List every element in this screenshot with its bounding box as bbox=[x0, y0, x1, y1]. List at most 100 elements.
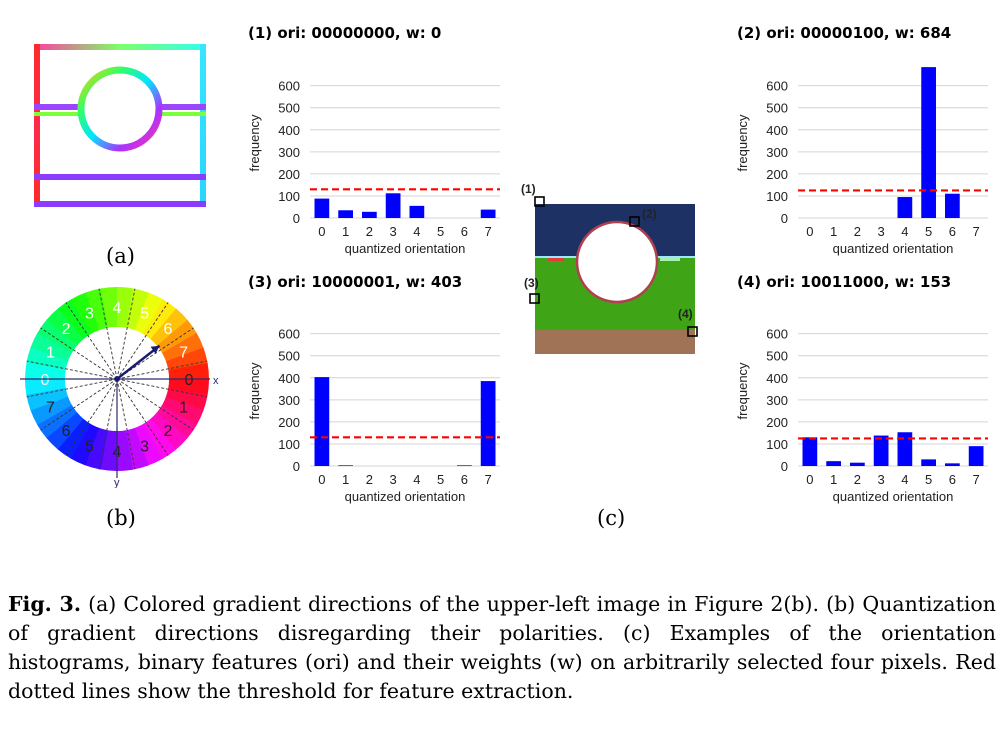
y-axis-label: frequency bbox=[247, 114, 262, 172]
x-axis-label: quantized orientation bbox=[345, 241, 466, 256]
bar-4 bbox=[897, 197, 913, 218]
x-tick-label: 6 bbox=[461, 472, 468, 487]
wheel-segment bbox=[168, 363, 209, 380]
sector-divider bbox=[116, 360, 208, 380]
wheel-segment bbox=[134, 292, 164, 335]
wheel-segment bbox=[26, 387, 69, 411]
y-tick-label: 300 bbox=[278, 145, 300, 160]
x-tick-label: 3 bbox=[878, 224, 885, 239]
bar-4 bbox=[897, 432, 913, 466]
y-tick-label: 400 bbox=[278, 123, 300, 138]
wheel-segment bbox=[126, 288, 150, 331]
wheel-segment bbox=[168, 379, 209, 396]
orientation-wheel: 0123456701234567xy bbox=[20, 287, 219, 488]
orientation-number: 0 bbox=[41, 372, 50, 389]
y-tick-label: 500 bbox=[766, 349, 788, 364]
y-tick-label: 100 bbox=[278, 189, 300, 204]
x-tick-label: 7 bbox=[485, 224, 492, 239]
bar-7 bbox=[480, 381, 496, 466]
orientation-number: 2 bbox=[163, 423, 172, 440]
x-tick-label: 4 bbox=[901, 472, 908, 487]
sector-divider bbox=[40, 378, 118, 431]
x-axis-label: quantized orientation bbox=[833, 241, 954, 256]
y-axis-label: frequency bbox=[735, 362, 750, 420]
x-tick-label: 5 bbox=[437, 472, 444, 487]
y-tick-label: 600 bbox=[278, 327, 300, 342]
x-tick-label: 4 bbox=[901, 224, 908, 239]
edge-green bbox=[660, 256, 680, 261]
y-tick-label: 500 bbox=[278, 349, 300, 364]
gradient-direction-image bbox=[34, 44, 206, 207]
x-tick-label: 1 bbox=[830, 472, 837, 487]
wheel-segment bbox=[84, 427, 108, 470]
wheel-segment bbox=[117, 287, 134, 328]
wheel-segment bbox=[25, 362, 66, 379]
x-tick-label: 2 bbox=[854, 224, 861, 239]
wheel-segment bbox=[25, 378, 66, 395]
wheel-segment bbox=[150, 412, 188, 451]
y-axis-label: frequency bbox=[247, 362, 262, 420]
wheel-segment bbox=[165, 347, 208, 371]
x-axis-label: quantized orientation bbox=[345, 489, 466, 504]
figure-caption: Fig. 3. (a) Colored gradient directions … bbox=[8, 590, 996, 706]
x-tick-label: 0 bbox=[318, 472, 325, 487]
sector-divider bbox=[26, 378, 118, 398]
wheel-segment bbox=[156, 319, 198, 354]
wheel-segment bbox=[57, 298, 92, 340]
x-tick-label: 3 bbox=[878, 472, 885, 487]
sector-divider bbox=[116, 378, 169, 456]
wheel-segment bbox=[161, 396, 204, 426]
y-tick-label: 400 bbox=[766, 123, 788, 138]
marker-box-4 bbox=[687, 326, 698, 337]
bar-7 bbox=[480, 209, 496, 218]
wheel-segment bbox=[116, 430, 133, 471]
orientation-number: 1 bbox=[179, 400, 188, 417]
bar-0 bbox=[314, 377, 330, 466]
marker-label-2: (2) bbox=[642, 207, 657, 221]
bar-0 bbox=[314, 198, 330, 218]
marker-label-3: (3) bbox=[524, 276, 539, 290]
x-tick-label: 4 bbox=[413, 224, 420, 239]
hole bbox=[575, 220, 659, 304]
marker-box-3 bbox=[529, 293, 540, 304]
x-tick-label: 6 bbox=[461, 224, 468, 239]
x-tick-label: 7 bbox=[973, 472, 980, 487]
panel-c-label: (c) bbox=[597, 506, 626, 530]
wheel-segment bbox=[162, 333, 204, 362]
x-tick-label: 2 bbox=[366, 472, 373, 487]
wheel-segment bbox=[30, 332, 73, 362]
orientation-number: 6 bbox=[163, 321, 172, 338]
x-tick-label: 2 bbox=[854, 472, 861, 487]
sector-divider bbox=[98, 288, 118, 380]
sector-divider bbox=[98, 378, 118, 470]
bar-6 bbox=[945, 463, 960, 466]
wheel-segment bbox=[101, 287, 118, 328]
y-tick-label: 600 bbox=[278, 79, 300, 94]
bar-3 bbox=[873, 435, 889, 466]
wheel-segment bbox=[134, 424, 163, 466]
sector-divider bbox=[116, 378, 194, 431]
x-tick-label: 1 bbox=[342, 224, 349, 239]
sector-divider bbox=[116, 302, 169, 380]
figure-label: Fig. 3. bbox=[8, 592, 81, 616]
y-tick-label: 500 bbox=[278, 101, 300, 116]
y-tick-label: 200 bbox=[278, 167, 300, 182]
marker-label-1: (1) bbox=[521, 182, 536, 196]
wheel-segment bbox=[143, 299, 177, 340]
wheel-segment bbox=[57, 418, 91, 459]
panel-a-label: (a) bbox=[106, 244, 135, 268]
y-tick-label: 0 bbox=[293, 459, 300, 474]
orientation-number: 5 bbox=[85, 439, 94, 456]
orientation-number: 0 bbox=[185, 372, 194, 389]
chart-4-title: (4) ori: 10011000, w: 153 bbox=[737, 273, 952, 291]
orientation-number: 3 bbox=[140, 439, 149, 456]
x-tick-label: 7 bbox=[973, 224, 980, 239]
panel-b-label: (b) bbox=[106, 506, 136, 530]
y-tick-label: 0 bbox=[293, 211, 300, 226]
chart-2-title: (2) ori: 00000100, w: 684 bbox=[737, 24, 952, 42]
histogram-1: 0 100 200 300 400 500 600 0 1 2 3 4 5 6 7 quantized ori… bbox=[247, 79, 500, 256]
y-tick-label: 300 bbox=[766, 393, 788, 408]
wheel-segment bbox=[45, 412, 84, 450]
x-tick-label: 3 bbox=[390, 224, 397, 239]
y-tick-label: 100 bbox=[766, 189, 788, 204]
